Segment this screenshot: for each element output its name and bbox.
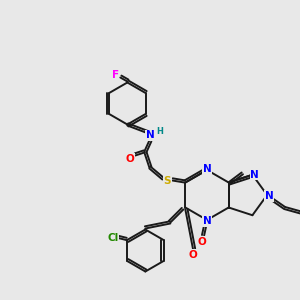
Text: O: O bbox=[126, 154, 135, 164]
Text: F: F bbox=[112, 70, 119, 80]
Text: N: N bbox=[202, 216, 211, 226]
Text: H: H bbox=[156, 127, 163, 136]
Text: N: N bbox=[265, 191, 274, 201]
Text: N: N bbox=[202, 164, 211, 174]
Text: O: O bbox=[189, 250, 197, 260]
Text: Cl: Cl bbox=[107, 233, 119, 243]
Text: S: S bbox=[164, 176, 171, 185]
Text: N: N bbox=[250, 170, 259, 180]
Text: O: O bbox=[198, 237, 206, 247]
Text: N: N bbox=[146, 130, 155, 140]
